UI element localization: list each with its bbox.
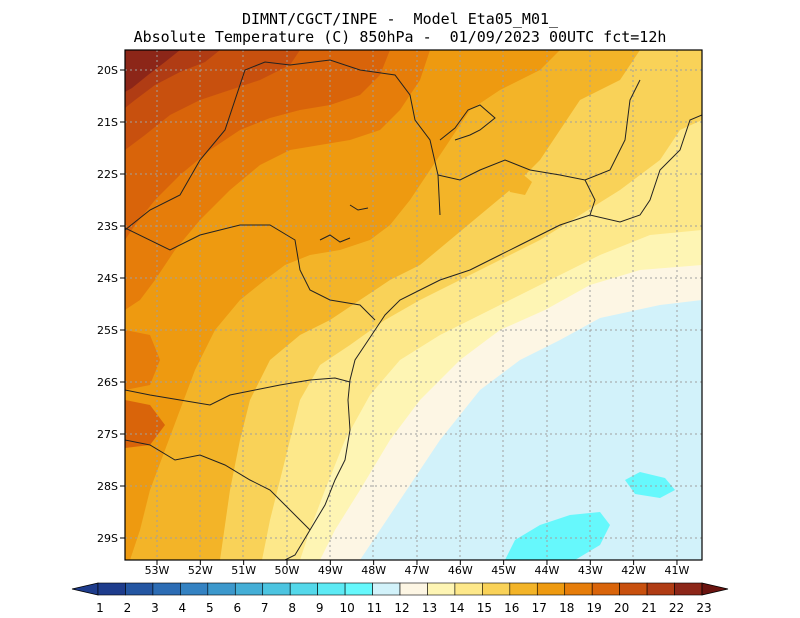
colorbar-over-arrow bbox=[701, 582, 729, 596]
lon-label-51w: 51W bbox=[231, 564, 256, 577]
field-patch-cyan-2 bbox=[625, 472, 675, 498]
colorbar-label-17: 17 bbox=[532, 601, 547, 615]
colorbar-label-9: 9 bbox=[316, 601, 324, 615]
latitude-labels: 20S 21S 22S 23S 24S 25S 26S 27S 28S 29S bbox=[97, 64, 118, 545]
lon-label-50w: 50W bbox=[275, 564, 300, 577]
colorbar-label-5: 5 bbox=[206, 601, 214, 615]
colorbar-swatch-11 bbox=[372, 582, 401, 596]
state-border-rj bbox=[584, 179, 596, 216]
axis-ticks bbox=[120, 69, 678, 565]
lon-label-43w: 43W bbox=[578, 564, 603, 577]
lon-label-47w: 47W bbox=[405, 564, 430, 577]
colorbar-label-18: 18 bbox=[559, 601, 574, 615]
lat-label-25s: 25S bbox=[97, 324, 118, 337]
colorbar-swatch-14 bbox=[454, 582, 483, 596]
lon-label-41w: 41W bbox=[665, 564, 690, 577]
colorbar-swatch-1 bbox=[97, 582, 126, 596]
river-2 bbox=[319, 234, 351, 243]
state-border-sp-mg bbox=[437, 79, 641, 181]
lon-label-42w: 42W bbox=[621, 564, 646, 577]
colorbar-swatch-9 bbox=[317, 582, 346, 596]
lon-label-53w: 53W bbox=[145, 564, 170, 577]
colorbar-swatch-21 bbox=[646, 582, 675, 596]
lat-label-29s: 29S bbox=[97, 532, 118, 545]
colorbar-label-7: 7 bbox=[261, 601, 269, 615]
colorbar-label-6: 6 bbox=[233, 601, 241, 615]
colorbar-swatch-8 bbox=[289, 582, 318, 596]
colorbar-label-19: 19 bbox=[587, 601, 602, 615]
colorbar-swatch-17 bbox=[536, 582, 566, 596]
colorbar-label-22: 22 bbox=[669, 601, 684, 615]
colorbar-swatch-2 bbox=[125, 582, 154, 596]
colorbar-label-16: 16 bbox=[504, 601, 519, 615]
lat-label-22s: 22S bbox=[97, 168, 118, 181]
lat-label-26s: 26S bbox=[97, 376, 118, 389]
lat-label-23s: 23S bbox=[97, 220, 118, 233]
colorbar-label-10: 10 bbox=[339, 601, 354, 615]
lon-label-45w: 45W bbox=[491, 564, 516, 577]
colorbar-label-20: 20 bbox=[614, 601, 629, 615]
colorbar-swatch-20 bbox=[619, 582, 648, 596]
lon-label-48w: 48W bbox=[361, 564, 386, 577]
colorbar-label-12: 12 bbox=[394, 601, 409, 615]
state-border-sc-rs bbox=[125, 439, 311, 531]
colorbar-labels: 1 2 3 4 5 6 7 8 9 10 11 12 13 14 15 16 17 18 19 20 21 22 23 bbox=[96, 601, 711, 615]
lon-label-49w: 49W bbox=[318, 564, 343, 577]
colorbar-swatch-22 bbox=[674, 582, 703, 596]
gridlines bbox=[125, 50, 702, 560]
state-border-pr-sc bbox=[125, 377, 351, 406]
river-3 bbox=[349, 204, 369, 211]
field-spot-warm bbox=[505, 172, 532, 195]
colorbar-label-4: 4 bbox=[179, 601, 187, 615]
lat-label-27s: 27S bbox=[97, 428, 118, 441]
field-patch-west-1 bbox=[125, 330, 160, 390]
colorbar-swatch-10 bbox=[344, 582, 373, 596]
colorbar-swatch-3 bbox=[152, 582, 181, 596]
river-1 bbox=[439, 104, 496, 141]
colorbar-swatch-5 bbox=[207, 582, 236, 596]
state-border-sp-north bbox=[125, 59, 441, 231]
lat-label-24s: 24S bbox=[97, 272, 118, 285]
colorbar-swatch-4 bbox=[180, 582, 209, 596]
field-band-22 bbox=[125, 50, 180, 92]
colorbar-label-14: 14 bbox=[449, 601, 464, 615]
temperature-field bbox=[125, 50, 702, 560]
field-patch-west-2 bbox=[125, 400, 165, 448]
colorbar-label-11: 11 bbox=[367, 601, 382, 615]
colorbar-swatch-15 bbox=[482, 582, 511, 596]
lat-label-21s: 21S bbox=[97, 116, 118, 129]
colorbar-swatch-7 bbox=[262, 582, 291, 596]
colorbar-swatch-6 bbox=[234, 582, 264, 596]
lat-label-20s: 20S bbox=[97, 64, 118, 77]
title-line-2: Absolute Temperature (C) 850hPa - 01/09/… bbox=[133, 28, 667, 46]
colorbar-label-13: 13 bbox=[422, 601, 437, 615]
lon-label-46w: 46W bbox=[448, 564, 473, 577]
colorbar-swatch-16 bbox=[509, 582, 538, 596]
colorbar-label-21: 21 bbox=[641, 601, 656, 615]
colorbar-label-2: 2 bbox=[124, 601, 132, 615]
colorbar-swatch-13 bbox=[427, 582, 456, 596]
colorbar-label-15: 15 bbox=[477, 601, 492, 615]
colorbar-swatch-18 bbox=[564, 582, 593, 596]
lat-label-28s: 28S bbox=[97, 480, 118, 493]
colorbar-label-1: 1 bbox=[96, 601, 104, 615]
colorbar-swatch-12 bbox=[399, 582, 428, 596]
colorbar-under-arrow bbox=[71, 582, 99, 596]
colorbar bbox=[71, 582, 729, 596]
longitude-labels: 53W 52W 51W 50W 49W 48W 47W 46W 45W 44W 43W 42W 41W bbox=[145, 564, 690, 577]
colorbar-label-3: 3 bbox=[151, 601, 159, 615]
state-border-sp-pr bbox=[125, 224, 376, 321]
colorbar-label-23: 23 bbox=[696, 601, 711, 615]
lon-label-44w: 44W bbox=[535, 564, 560, 577]
colorbar-label-8: 8 bbox=[288, 601, 296, 615]
coastline bbox=[284, 114, 702, 560]
field-patch-cyan-1 bbox=[505, 512, 610, 560]
map-frame bbox=[124, 49, 703, 561]
title-line-1: DIMNT/CGCT/INPE - Model Eta05_M01_ bbox=[241, 10, 559, 28]
colorbar-swatch-19 bbox=[591, 582, 620, 596]
lon-label-52w: 52W bbox=[188, 564, 213, 577]
